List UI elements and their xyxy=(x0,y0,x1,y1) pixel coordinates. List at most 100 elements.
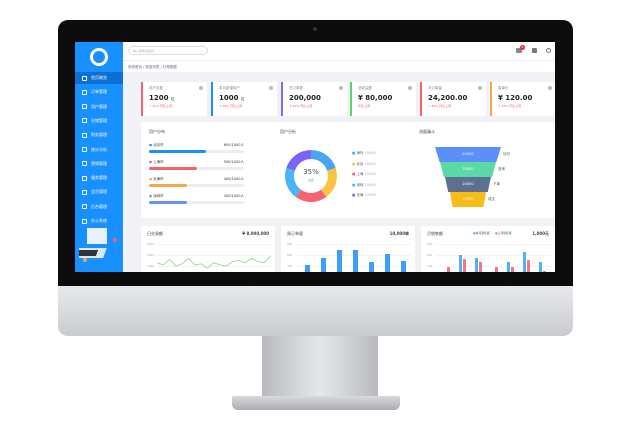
gear-icon xyxy=(82,175,87,181)
sidebar-item-label: 用户管理 xyxy=(91,103,107,109)
funnel-stage: 10000 xyxy=(450,192,486,207)
y-tick: 300 xyxy=(287,264,293,268)
donut-legend-item: ■ 北京 10000 xyxy=(352,161,376,166)
notification-badge: 6 xyxy=(520,45,525,50)
donut-legend-item: ■ 深圳 10000 xyxy=(352,182,376,187)
stat-value: 200,000 xyxy=(289,94,321,102)
stat-card: 客单价 ¥ 120.00 ↑ 10% 环比上周 xyxy=(490,82,555,116)
sidebar-item-10[interactable]: 办公系统 xyxy=(75,215,123,227)
chart-panel: 周订单量 10,000单 900 600 300 xyxy=(281,226,415,272)
y-tick: 5000 xyxy=(147,242,155,246)
legend-name: 深圳 xyxy=(356,182,364,187)
help-icon[interactable] xyxy=(478,86,482,90)
stat-label: 总订单数 xyxy=(289,86,303,90)
legend-value: 10000 xyxy=(364,193,376,197)
sidebar-item-1[interactable]: 订单管理 xyxy=(75,86,123,98)
bar xyxy=(369,262,374,272)
sidebar-item-0[interactable]: 首页概览 xyxy=(75,72,123,84)
sidebar-item-label: 订单管理 xyxy=(91,89,107,95)
help-icon[interactable] xyxy=(199,86,203,90)
legend-value: 10000 xyxy=(364,151,376,155)
progress-row: ● 北京市 600/1000人 xyxy=(149,143,244,153)
progress-label: 上海市 xyxy=(153,160,164,164)
progress-label: 北京市 xyxy=(153,143,164,147)
monitor-stand xyxy=(262,336,378,398)
funnel-stage: 20000 xyxy=(445,177,491,192)
stat-change: ↑ 10% 环比上周 xyxy=(498,104,522,108)
chart-title: 日交易额 xyxy=(147,231,163,236)
help-icon[interactable] xyxy=(269,86,273,90)
sidebar-item-label: 营销管理 xyxy=(91,160,107,166)
monitor-chin xyxy=(58,286,573,336)
sidebar-item-5[interactable]: 统计分析 xyxy=(75,144,123,156)
sidebar-item-label: 统计分析 xyxy=(91,146,107,152)
progress-fill xyxy=(149,201,187,204)
bar xyxy=(353,250,358,272)
sidebar-item-label: 后台管理 xyxy=(91,203,107,209)
donut-center-value: 35% xyxy=(303,168,319,176)
donut-chart xyxy=(285,150,337,202)
donut-slice xyxy=(285,167,302,198)
legend-item: ■本月销售额 xyxy=(473,231,490,235)
bar xyxy=(459,255,462,272)
stat-card: 总收益额 ¥ 80,000 环比上周 xyxy=(350,82,416,116)
sidebar-item-6[interactable]: 营销管理 xyxy=(75,158,123,170)
legend-item: ■上月销售额 xyxy=(495,231,512,235)
y-tick: 900 xyxy=(287,242,293,246)
sidebar-item-4[interactable]: 财务管理 xyxy=(75,129,123,141)
stat-change: 环比上周 xyxy=(358,104,371,108)
sidebar-item-2[interactable]: 用户管理 xyxy=(75,101,123,113)
bar xyxy=(543,271,546,272)
stat-card: 本月新增用户 1000 位 ↑ 10% 环比上周 xyxy=(211,82,277,116)
bar xyxy=(447,267,450,272)
bar xyxy=(527,259,530,272)
stat-label: 总收益额 xyxy=(358,86,372,90)
bar xyxy=(321,258,326,272)
help-icon[interactable] xyxy=(339,86,343,90)
progress-label: 深圳市 xyxy=(153,194,164,198)
funnel-label: 访问 xyxy=(503,152,510,156)
home-icon xyxy=(82,75,87,81)
search-input[interactable]: 输入搜索关键词 xyxy=(128,46,208,55)
lock-icon[interactable] xyxy=(532,48,537,53)
funnel-label: 咨询 xyxy=(498,167,505,171)
y-tick: 4000 xyxy=(147,253,155,257)
sidebar-item-label: 办公系统 xyxy=(91,218,107,223)
stat-label: 用户总数 xyxy=(149,86,163,90)
stat-unit: 位 xyxy=(240,97,245,101)
gear-icon[interactable] xyxy=(546,48,551,53)
desktop-icon xyxy=(82,218,87,224)
megaphone-icon[interactable] xyxy=(516,48,522,53)
bar xyxy=(475,258,478,272)
chart-title: 周订单量 xyxy=(287,231,303,236)
sidebar-item-8[interactable]: 会员管理 xyxy=(75,186,123,198)
bar xyxy=(463,259,466,272)
stat-value: 1200 xyxy=(149,94,169,102)
stat-label: 总订单量 xyxy=(428,86,442,90)
sidebar-item-7[interactable]: 服务管理 xyxy=(75,172,123,184)
donut-legend-item: ■ 天津 10000 xyxy=(352,193,376,197)
help-icon[interactable] xyxy=(408,86,412,90)
bar xyxy=(523,251,526,272)
sidebar-item-9[interactable]: 后台管理 xyxy=(75,201,123,213)
stat-value: 24,200.00 xyxy=(428,94,468,102)
help-icon[interactable] xyxy=(548,86,552,90)
y-tick: 600 xyxy=(287,253,293,257)
progress-title: 用户分布 xyxy=(149,129,165,134)
bar xyxy=(401,260,406,272)
camera-icon xyxy=(313,27,317,31)
funnel-title: 流量漏斗 xyxy=(419,129,435,134)
legend-value: 10000 xyxy=(364,182,376,187)
donut-title: 用户分析 xyxy=(280,129,296,134)
donut-center-label: 占比 xyxy=(307,178,314,182)
sidebar-item-3[interactable]: 仓储管理 xyxy=(75,115,123,127)
chart-total: 1,000元 xyxy=(532,231,549,236)
stat-change: ↓ 20% 环比上周 xyxy=(428,104,452,108)
stat-change: ↑ 10% 环比上周 xyxy=(289,104,313,108)
progress-row: ● 上海市 500/1000人 xyxy=(149,160,244,170)
user-icon xyxy=(82,104,87,110)
bar xyxy=(479,261,482,272)
bar xyxy=(511,267,514,272)
monitor-base xyxy=(232,396,400,410)
legend-value: 10000 xyxy=(364,172,376,176)
